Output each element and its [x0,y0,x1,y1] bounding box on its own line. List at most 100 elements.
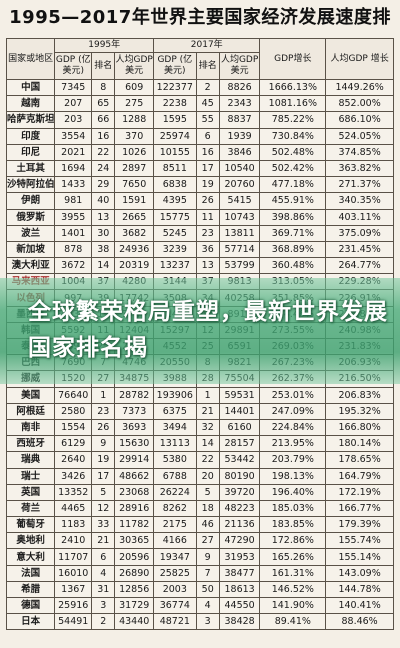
table-row: 意大利 11707 6 20596 19347 9 31953 165.26% 155.14% [5,548,394,566]
cell-gdp95: 6129 [54,435,93,453]
cell-gdp95: 3955 [54,208,93,226]
cell-pc95: 30365 [114,532,155,550]
cell-rank17: 20 [195,467,220,485]
cell-gdpg: 141.90% [259,596,327,615]
table-row: 印度 3554 16 370 25974 6 1939 730.84% 524.05% [5,127,394,145]
cell-pc17: 14401 [218,402,261,420]
header-gdp-growth: GDP增长 [259,38,327,80]
cell-country: 中国 [5,78,56,97]
cell-rank17: 17 [195,159,220,178]
cell-pc95: 2665 [114,208,155,226]
cell-country: 瑞士 [5,467,56,485]
cell-rank17: 16 [195,143,220,161]
cell-pc17: 31953 [218,548,261,566]
cell-gdp17: 6788 [153,467,197,485]
cell-gdp17: 8262 [153,499,197,518]
cell-rank17: 6 [195,127,220,145]
header-2017: 2017年 [153,38,261,53]
cell-pc95: 370 [114,127,155,145]
header-per-capita-2017: 人均GDP 美元 [218,52,261,80]
cell-pc17: 39720 [218,483,261,501]
cell-country: 越南 [5,95,56,113]
cell-pc95: 29914 [114,451,155,469]
cell-pc17: 28157 [218,435,261,453]
cell-pc95: 2897 [114,159,155,178]
cell-rank95: 40 [91,192,116,210]
cell-gdp17: 10155 [153,143,197,161]
cell-rank95: 19 [91,451,116,469]
cell-gdpg: 360.48% [259,257,327,275]
cell-gdpg: 785.22% [259,111,327,129]
cell-rank95: 16 [91,127,116,145]
cell-rank95: 17 [91,467,116,485]
cell-pc95: 1288 [114,111,155,129]
cell-gdp95: 1401 [54,224,93,242]
cell-gdp17: 1595 [153,111,197,129]
cell-gdp17: 3239 [153,240,197,259]
cell-pc95: 3682 [114,224,155,242]
cell-rank17: 1 [195,386,220,404]
table-row: 哈萨克斯坦 203 66 1288 1595 55 8837 785.22% 686.10% [5,111,394,129]
cell-gdp17: 15775 [153,208,197,226]
cell-gdpg: 247.09% [259,402,327,420]
cell-gdpg: 369.71% [259,224,327,242]
table-row: 奥地利 2410 21 30365 4166 27 47290 172.86% 155.74% [5,532,394,550]
cell-gdpg: 502.42% [259,159,327,178]
cell-pc95: 31729 [114,596,155,615]
cell-pcg: 1449.26% [325,78,394,97]
cell-pc95: 26890 [114,564,155,582]
cell-gdpg: 368.89% [259,240,327,259]
cell-country: 印尼 [5,143,56,161]
cell-pc17: 38428 [218,613,261,631]
cell-pc95: 1591 [114,192,155,210]
cell-gdp95: 981 [54,192,93,210]
cell-rank95: 65 [91,95,116,113]
cell-pc95: 20319 [114,257,155,275]
cell-country: 德国 [5,596,56,615]
cell-gdpg: 477.18% [259,176,327,194]
cell-rank95: 9 [91,435,116,453]
cell-rank17: 55 [195,111,220,129]
cell-gdpg: 398.86% [259,208,327,226]
cell-pc17: 5415 [218,192,261,210]
cell-gdp17: 13237 [153,257,197,275]
cell-rank17: 18 [195,499,220,518]
cell-pcg: 180.14% [325,435,394,453]
cell-rank17: 50 [195,580,220,599]
cell-country: 荷兰 [5,499,56,518]
table-row: 荷兰 4465 12 28916 8262 18 48223 185.03% 166.77% [5,499,394,518]
header-gdp-2017: GDP (亿美元) [153,52,197,80]
cell-country: 瑞典 [5,451,56,469]
cell-pc17: 38477 [218,564,261,582]
cell-rank17: 22 [195,451,220,469]
cell-rank95: 6 [91,548,116,566]
cell-pc95: 7373 [114,402,155,420]
cell-country: 俄罗斯 [5,208,56,226]
cell-rank17: 9 [195,548,220,566]
cell-gdp95: 2640 [54,451,93,469]
cell-pc17: 3846 [218,143,261,161]
cell-gdp95: 1554 [54,418,93,437]
cell-rank95: 13 [91,208,116,226]
cell-gdp17: 48721 [153,613,197,631]
table-row: 土耳其 1694 24 2897 8511 17 10540 502.42% 363.82% [5,159,394,178]
cell-pc95: 24936 [114,240,155,259]
cell-pc17: 53442 [218,451,261,469]
cell-rank17: 4 [195,596,220,615]
cell-country: 沙特阿拉伯 [5,176,56,194]
cell-rank17: 45 [195,95,220,113]
cell-pcg: 155.14% [325,548,394,566]
cell-rank17: 32 [195,418,220,437]
cell-rank95: 14 [91,257,116,275]
cell-gdp95: 7345 [54,78,93,97]
cell-country: 西班牙 [5,435,56,453]
cell-gdpg: 224.84% [259,418,327,437]
table-row: 澳大利亚 3672 14 20319 13237 13 53799 360.48% 264.77… [5,257,394,275]
cell-pcg: 852.00% [325,95,394,113]
cell-pc95: 28782 [114,386,155,404]
cell-pc95: 48662 [114,467,155,485]
cell-gdp95: 54491 [54,613,93,631]
cell-pc95: 43440 [114,613,155,631]
table-row: 瑞典 2640 19 29914 5380 22 53442 203.79% 178.65% [5,451,394,469]
cell-gdp95: 203 [54,111,93,129]
